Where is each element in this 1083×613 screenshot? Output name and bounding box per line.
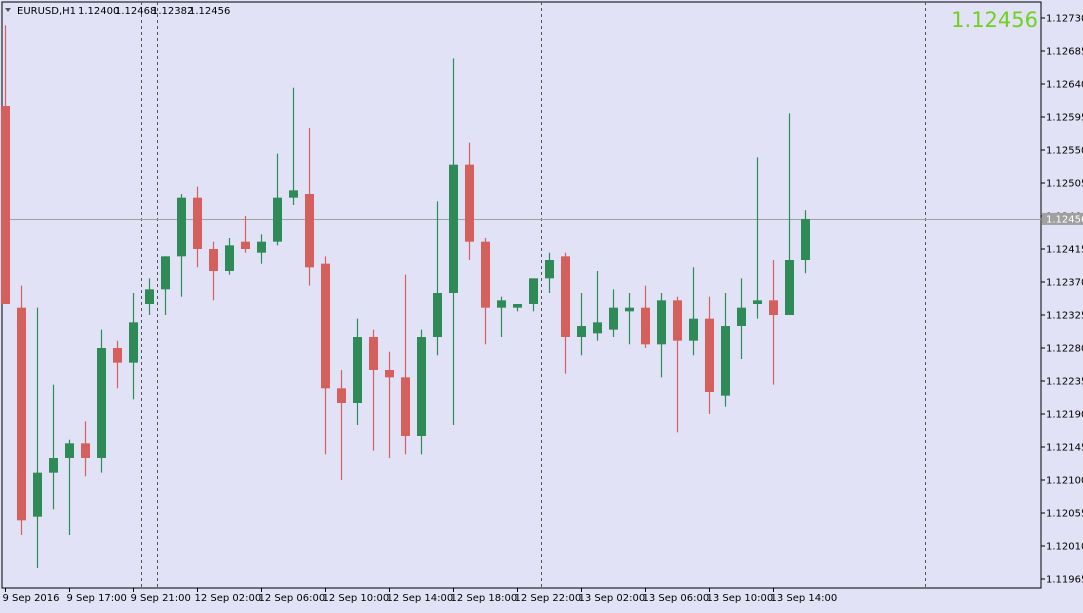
- y-tick-label-2: 1.12640: [1046, 80, 1083, 91]
- candle-body-33: [529, 278, 538, 304]
- symbol-dropdown-icon[interactable]: [5, 8, 11, 12]
- candle-body-15: [241, 241, 250, 249]
- candle-body-41: [657, 300, 666, 345]
- candle-body-0: [1, 106, 10, 304]
- x-tick-label-9: 13 Sep 02:00: [579, 593, 646, 604]
- symbol-label: EURUSD,H1: [17, 6, 76, 17]
- candle-body-25: [401, 377, 410, 436]
- candle-body-49: [785, 260, 794, 315]
- candle-body-43: [689, 318, 698, 341]
- candle-body-20: [321, 263, 330, 389]
- y-tick-label-7: 1.12415: [1046, 245, 1083, 256]
- x-tick-label-4: 12 Sep 06:00: [259, 593, 326, 604]
- candle-body-28: [449, 164, 458, 293]
- x-tick-label-10: 13 Sep 06:00: [643, 593, 710, 604]
- candle-body-9: [145, 289, 154, 304]
- x-tick-label-3: 12 Sep 02:00: [195, 593, 262, 604]
- candle-body-50: [801, 218, 810, 260]
- candle-body-31: [497, 300, 506, 308]
- candle-body-23: [369, 337, 378, 370]
- y-tick-label-3: 1.12595: [1046, 113, 1083, 124]
- candle-body-32: [513, 304, 522, 308]
- ohlc-low: 1.12382: [152, 6, 193, 17]
- y-tick-label-15: 1.12055: [1046, 509, 1083, 520]
- x-tick-label-6: 12 Sep 14:00: [387, 593, 454, 604]
- candle-body-44: [705, 318, 714, 392]
- candle-body-45: [721, 326, 730, 396]
- candle-body-2: [33, 472, 42, 517]
- candle-body-46: [737, 307, 746, 326]
- y-tick-label-1: 1.12685: [1046, 47, 1083, 58]
- y-tick-label-0: 1.12730: [1046, 14, 1083, 25]
- candle-body-22: [353, 337, 362, 403]
- candle-body-5: [81, 443, 90, 458]
- ohlc-open: 1.12400: [78, 6, 119, 17]
- current-price-axis-bg: [1042, 212, 1083, 225]
- candle-body-29: [465, 164, 474, 242]
- x-tick-label-12: 13 Sep 14:00: [771, 593, 838, 604]
- candle-body-27: [433, 293, 442, 337]
- y-tick-label-17: 1.11965: [1046, 575, 1083, 586]
- candle-body-40: [641, 307, 650, 345]
- candle-body-6: [97, 348, 106, 458]
- y-tick-label-4: 1.12550: [1046, 146, 1083, 157]
- candle-body-17: [273, 197, 282, 242]
- candle-body-21: [337, 388, 346, 403]
- y-tick-label-13: 1.12145: [1046, 443, 1083, 454]
- candle-body-7: [113, 348, 122, 363]
- candle-body-35: [561, 256, 570, 337]
- ohlc-close: 1.12456: [189, 6, 230, 17]
- candle-body-39: [625, 307, 634, 312]
- candle-body-18: [289, 190, 298, 198]
- candle-body-10: [161, 256, 170, 290]
- candle-body-24: [385, 370, 394, 378]
- candle-body-4: [65, 443, 74, 458]
- y-tick-label-11: 1.12235: [1046, 377, 1083, 388]
- candle-body-48: [769, 300, 778, 315]
- x-tick-label-0: 9 Sep 2016: [3, 593, 60, 604]
- candle-body-42: [673, 300, 682, 341]
- candle-body-34: [545, 260, 554, 279]
- y-tick-label-10: 1.12280: [1046, 344, 1083, 355]
- candle-body-38: [609, 307, 618, 330]
- candle-body-30: [481, 241, 490, 308]
- x-tick-label-1: 9 Sep 17:00: [67, 593, 127, 604]
- y-tick-label-14: 1.12100: [1046, 476, 1083, 487]
- x-tick-label-8: 12 Sep 22:00: [515, 593, 582, 604]
- current-price-axis-label: 1.12456: [1046, 214, 1083, 225]
- x-tick-label-5: 12 Sep 10:00: [323, 593, 390, 604]
- y-tick-label-12: 1.12190: [1046, 410, 1083, 421]
- candle-body-16: [257, 241, 266, 253]
- current-price-big: 1.12456: [951, 8, 1038, 32]
- x-tick-label-7: 12 Sep 18:00: [451, 593, 518, 604]
- x-tick-label-2: 9 Sep 21:00: [131, 593, 191, 604]
- x-tick-label-11: 13 Sep 10:00: [707, 593, 774, 604]
- candle-body-36: [577, 326, 586, 337]
- candle-body-13: [209, 249, 218, 271]
- y-tick-label-16: 1.12010: [1046, 542, 1083, 553]
- candle-body-8: [129, 322, 138, 363]
- y-tick-label-9: 1.12325: [1046, 311, 1083, 322]
- candle-body-19: [305, 194, 314, 268]
- candle-body-47: [753, 300, 762, 304]
- candle-body-1: [17, 307, 26, 521]
- y-tick-label-5: 1.12505: [1046, 179, 1083, 190]
- candle-body-14: [225, 245, 234, 271]
- candle-body-26: [417, 337, 426, 436]
- candle-body-3: [49, 458, 58, 473]
- y-tick-label-8: 1.12370: [1046, 278, 1083, 289]
- ohlc-high: 1.12468: [115, 6, 156, 17]
- candle-body-37: [593, 322, 602, 334]
- candle-body-12: [193, 197, 202, 249]
- candle-body-11: [177, 197, 186, 257]
